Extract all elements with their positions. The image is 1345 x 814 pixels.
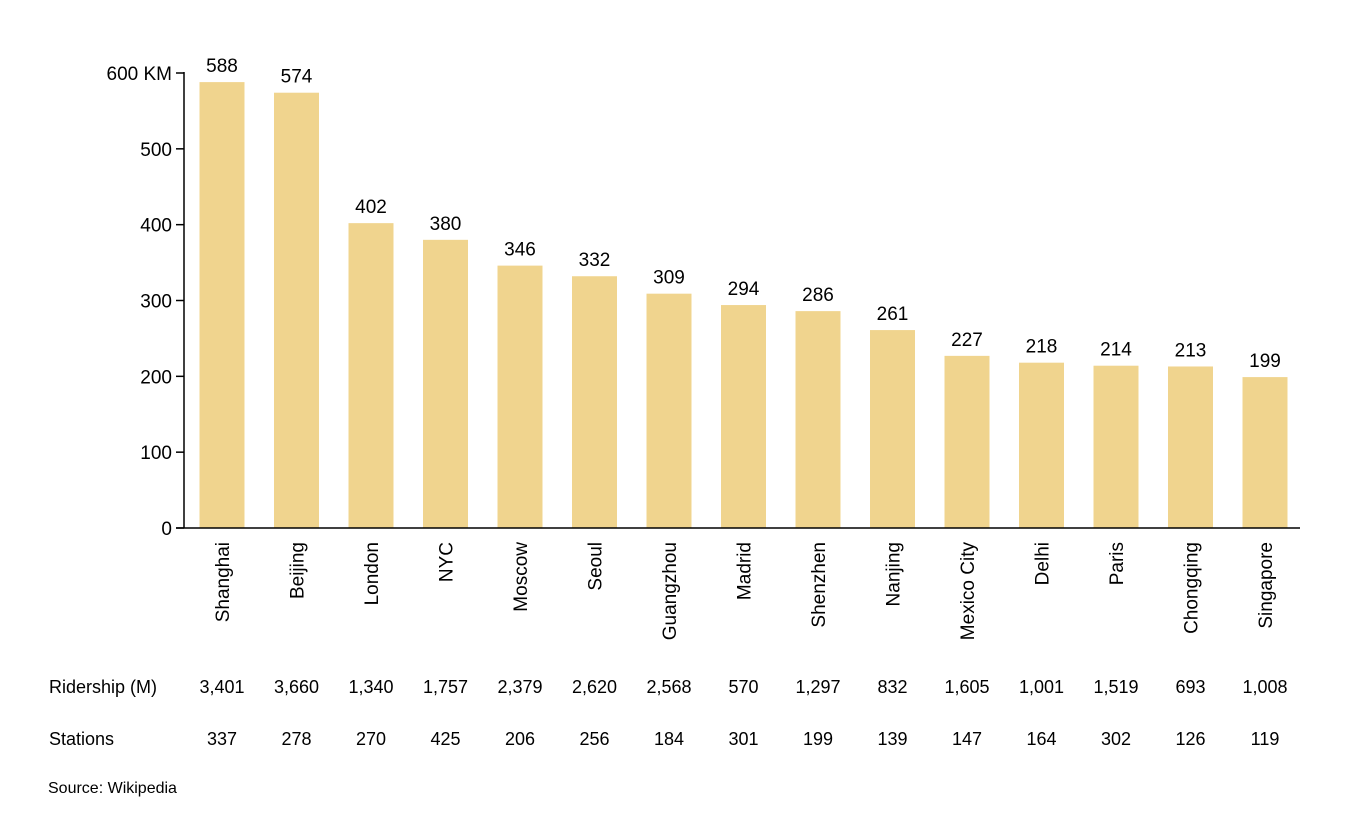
x-tick-label: Shenzhen — [809, 542, 830, 628]
table-cell: 147 — [952, 729, 982, 749]
table-cell: 3,401 — [199, 677, 244, 697]
x-tick-label: Seoul — [586, 542, 607, 591]
data-label: 332 — [579, 250, 611, 271]
data-table: Ridership (M) 3,401 3,660 1,340 1,757 2,379 2,… — [49, 677, 1288, 749]
bar — [497, 265, 543, 528]
y-axis: 0 100 200 300 400 500 600 KM — [107, 64, 185, 540]
bar — [944, 355, 990, 528]
bar — [274, 92, 319, 528]
data-label: 213 — [1175, 340, 1207, 361]
bar — [423, 239, 468, 529]
table-cell: 1,340 — [348, 677, 393, 697]
bar — [348, 223, 394, 528]
y-tick-label: 400 — [140, 216, 172, 237]
x-tick-label: Chongqing — [1182, 542, 1203, 634]
table-cell: 337 — [207, 729, 237, 749]
y-tick-label: 300 — [140, 292, 172, 313]
table-cell: 1,008 — [1242, 677, 1287, 697]
data-label: 346 — [504, 240, 536, 261]
table-cell: 278 — [281, 729, 311, 749]
table-cell: 139 — [877, 729, 907, 749]
table-cell: 1,297 — [795, 677, 840, 697]
y-tick-label: 0 — [161, 519, 172, 540]
x-tick-label: Beijing — [288, 542, 309, 599]
table-cell: 206 — [505, 729, 535, 749]
bar — [795, 311, 841, 528]
data-label: 227 — [951, 330, 983, 351]
table-cell: 119 — [1251, 729, 1280, 749]
bar — [1093, 365, 1139, 528]
table-cell: 184 — [654, 729, 684, 749]
x-tick-label: Singapore — [1256, 542, 1277, 629]
table-cell: 256 — [579, 729, 609, 749]
table-cell: 2,568 — [646, 677, 691, 697]
x-tick-label: Moscow — [511, 542, 532, 612]
x-tick-label: Nanjing — [884, 542, 905, 606]
data-label: 214 — [1100, 340, 1132, 361]
table-cell: 2,379 — [497, 677, 542, 697]
bar — [1242, 377, 1288, 528]
table-cell: 301 — [728, 729, 758, 749]
data-label: 261 — [877, 304, 909, 325]
x-tick-label: London — [362, 542, 383, 605]
x-tick-label: Paris — [1107, 542, 1128, 585]
table-cell: 1,519 — [1093, 677, 1138, 697]
table-cell: 1,757 — [423, 677, 468, 697]
bar — [1168, 366, 1213, 528]
table-cell: 2,620 — [572, 677, 617, 697]
x-tick-label: Guangzhou — [660, 542, 681, 640]
data-label: 286 — [802, 285, 834, 306]
table-cell: 199 — [803, 729, 833, 749]
x-axis: Shanghai Beijing London NYC Moscow Seoul Guang… — [176, 527, 1300, 641]
data-label: 199 — [1249, 351, 1281, 372]
table-row-label: Stations — [49, 729, 114, 749]
data-label: 309 — [653, 268, 685, 289]
table-cell: 302 — [1101, 729, 1131, 749]
bar — [572, 276, 617, 528]
table-row-label: Ridership (M) — [49, 677, 157, 697]
table-cell: 270 — [356, 729, 386, 749]
table-cell: 832 — [877, 677, 907, 697]
data-label: 574 — [281, 67, 313, 88]
x-tick-label: Shanghai — [213, 542, 234, 622]
x-tick-label: Delhi — [1033, 542, 1054, 585]
bar — [1019, 362, 1064, 528]
data-label: 218 — [1026, 337, 1058, 358]
table-cell: 3,660 — [274, 677, 319, 697]
table-cell: 1,001 — [1019, 677, 1064, 697]
table-cell: 693 — [1175, 677, 1205, 697]
y-tick-label: 100 — [140, 443, 172, 464]
x-tick-label: Madrid — [735, 542, 756, 600]
data-label: 380 — [430, 214, 462, 235]
x-tick-label: NYC — [437, 542, 458, 582]
bar — [721, 305, 766, 528]
table-cell: 164 — [1026, 729, 1056, 749]
y-tick-label: 600 KM — [107, 64, 172, 85]
y-tick-label: 200 — [140, 367, 172, 388]
bar — [199, 82, 245, 528]
table-cell: 425 — [430, 729, 460, 749]
table-cell: 1,605 — [944, 677, 989, 697]
table-cell: 126 — [1175, 729, 1205, 749]
data-label: 588 — [206, 56, 238, 77]
bar — [646, 293, 692, 528]
y-tick-label: 500 — [140, 140, 172, 161]
bars-group: 588 574 402 380 346 332 309 294 286 261 227 218 214 2… — [199, 56, 1288, 529]
source-note: Source: Wikipedia — [48, 780, 177, 797]
x-tick-label: Mexico City — [958, 542, 979, 641]
bar — [870, 330, 915, 528]
data-label: 294 — [728, 279, 760, 300]
table-cell: 570 — [728, 677, 758, 697]
data-label: 402 — [355, 197, 387, 218]
